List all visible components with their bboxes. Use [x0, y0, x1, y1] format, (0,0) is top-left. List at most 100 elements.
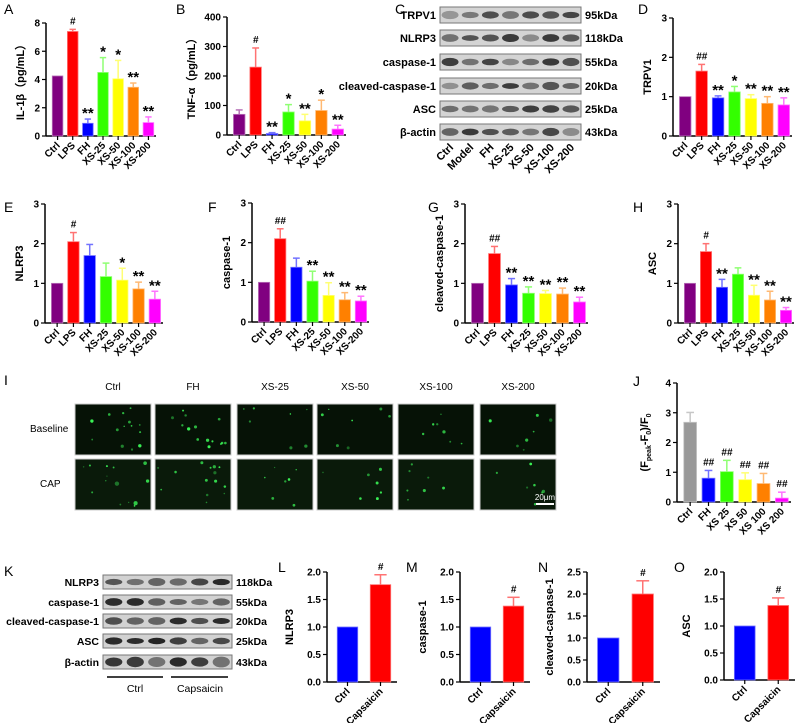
blot-band — [562, 34, 580, 42]
y-tick-label: 1.0 — [440, 623, 454, 634]
blot-band — [169, 637, 187, 645]
significance-mark: ** — [133, 268, 145, 285]
bar-XS-100 — [756, 483, 771, 503]
protein-label: cleaved-caspase-1 — [6, 616, 99, 628]
cell-signal — [130, 425, 133, 427]
x-tick-label: LPS — [239, 139, 261, 161]
y-axis-label: ASC — [647, 252, 659, 275]
y-tick-label: 1.5 — [704, 595, 718, 606]
blot-band — [441, 10, 459, 20]
y-tick-label: 3 — [33, 200, 39, 211]
cell-signal — [273, 466, 276, 469]
x-tick-label: Capsaicin — [742, 684, 783, 723]
chart-D: D0123TRPV1Ctrl##LPS**FH*XS-25**XS-50**XS… — [638, 1, 792, 172]
y-tick-label: 0.5 — [307, 650, 321, 661]
y-tick-label: 1.5 — [567, 612, 581, 623]
blot-band — [148, 598, 166, 606]
cell-signal — [223, 492, 226, 495]
blot-strip — [102, 633, 233, 649]
significance-mark: ** — [307, 257, 319, 274]
significance-mark: ** — [127, 69, 139, 86]
bar-LPS — [695, 70, 708, 137]
x-tick-label: Capsaicin — [607, 686, 648, 723]
blot-band — [481, 11, 499, 19]
blot-strip — [439, 53, 582, 71]
cell-signal — [243, 408, 245, 410]
blot-band — [169, 617, 187, 625]
protein-label: caspase-1 — [383, 57, 436, 69]
blot-band — [441, 82, 459, 90]
significance-mark: * — [286, 91, 292, 108]
bar-XS-200 — [331, 128, 344, 136]
cell-signal — [525, 438, 529, 442]
y-axis-label: caspase-1 — [221, 236, 233, 289]
panel-label: I — [4, 372, 8, 388]
bar-XS-200 — [142, 122, 155, 137]
bar-XS-50 — [539, 293, 552, 324]
cell-signal — [322, 471, 324, 474]
panel-label: N — [538, 559, 548, 575]
panel-label: C — [395, 1, 405, 17]
significance-mark: * — [318, 86, 324, 103]
bar-Capsaicin — [502, 605, 525, 683]
blot-band — [169, 578, 187, 586]
cell-signal — [306, 408, 308, 411]
chart-F: F0123caspase-1Ctrl##LPSFH**XS-25**XS-50*… — [208, 199, 369, 358]
cell-signal — [408, 470, 411, 473]
cell-signal — [119, 503, 122, 506]
bar-XS-50 — [116, 279, 129, 324]
blot-band — [502, 83, 519, 89]
y-tick-label: 0 — [34, 132, 40, 143]
cell-signal — [292, 503, 296, 507]
cell-signal — [421, 432, 425, 436]
blot-band — [481, 105, 499, 113]
cell-signal — [107, 413, 111, 416]
cell-signal — [375, 481, 379, 485]
cell-signal — [379, 491, 383, 494]
y-tick-label: 400 — [204, 13, 221, 24]
y-tick-label: 6 — [34, 47, 40, 58]
cell-signal — [128, 420, 131, 424]
cell-signal — [488, 419, 492, 423]
significance-mark: ## — [696, 51, 708, 62]
blot-band — [212, 637, 230, 645]
significance-mark: ** — [299, 100, 311, 117]
micrograph — [236, 403, 314, 456]
y-axis-label: IL-1β（pg/mL） — [14, 39, 27, 120]
significance-mark: # — [640, 568, 646, 579]
cell-signal — [130, 448, 134, 451]
micrograph — [236, 458, 314, 511]
cell-signal — [129, 407, 132, 410]
cell-signal — [181, 424, 184, 427]
cell-signal — [182, 409, 185, 412]
bar-Ctrl — [51, 282, 64, 324]
bar-Ctrl — [51, 75, 64, 137]
blot-band — [191, 617, 209, 625]
y-tick-label: 0 — [665, 498, 671, 509]
blot-band — [562, 127, 580, 137]
y-axis-label-part: 0 — [646, 413, 653, 417]
y-axis-label-part: )/F — [639, 417, 651, 431]
x-tick-label: LPS — [690, 327, 712, 349]
cell-signal — [252, 407, 255, 410]
column-label: XS-200 — [501, 382, 535, 393]
significance-mark: ## — [740, 460, 752, 471]
bar-XS-200 — [777, 104, 790, 137]
bar-Ctrl — [258, 281, 271, 323]
panel-label: M — [406, 559, 418, 575]
cell-signal — [138, 424, 141, 426]
bar-LPS — [274, 238, 287, 323]
significance-mark: ** — [762, 83, 774, 100]
bar-XS-25 — [282, 111, 295, 136]
cell-signal — [516, 444, 519, 448]
bar-LPS — [249, 66, 262, 136]
significance-mark: # — [70, 16, 76, 27]
y-tick-label: 0 — [33, 319, 39, 330]
y-tick-label: 2 — [666, 239, 672, 250]
cell-signal — [248, 420, 252, 423]
bar-XS-50 — [112, 78, 124, 137]
y-tick-label: 300 — [204, 42, 221, 53]
blot-band — [461, 58, 479, 66]
